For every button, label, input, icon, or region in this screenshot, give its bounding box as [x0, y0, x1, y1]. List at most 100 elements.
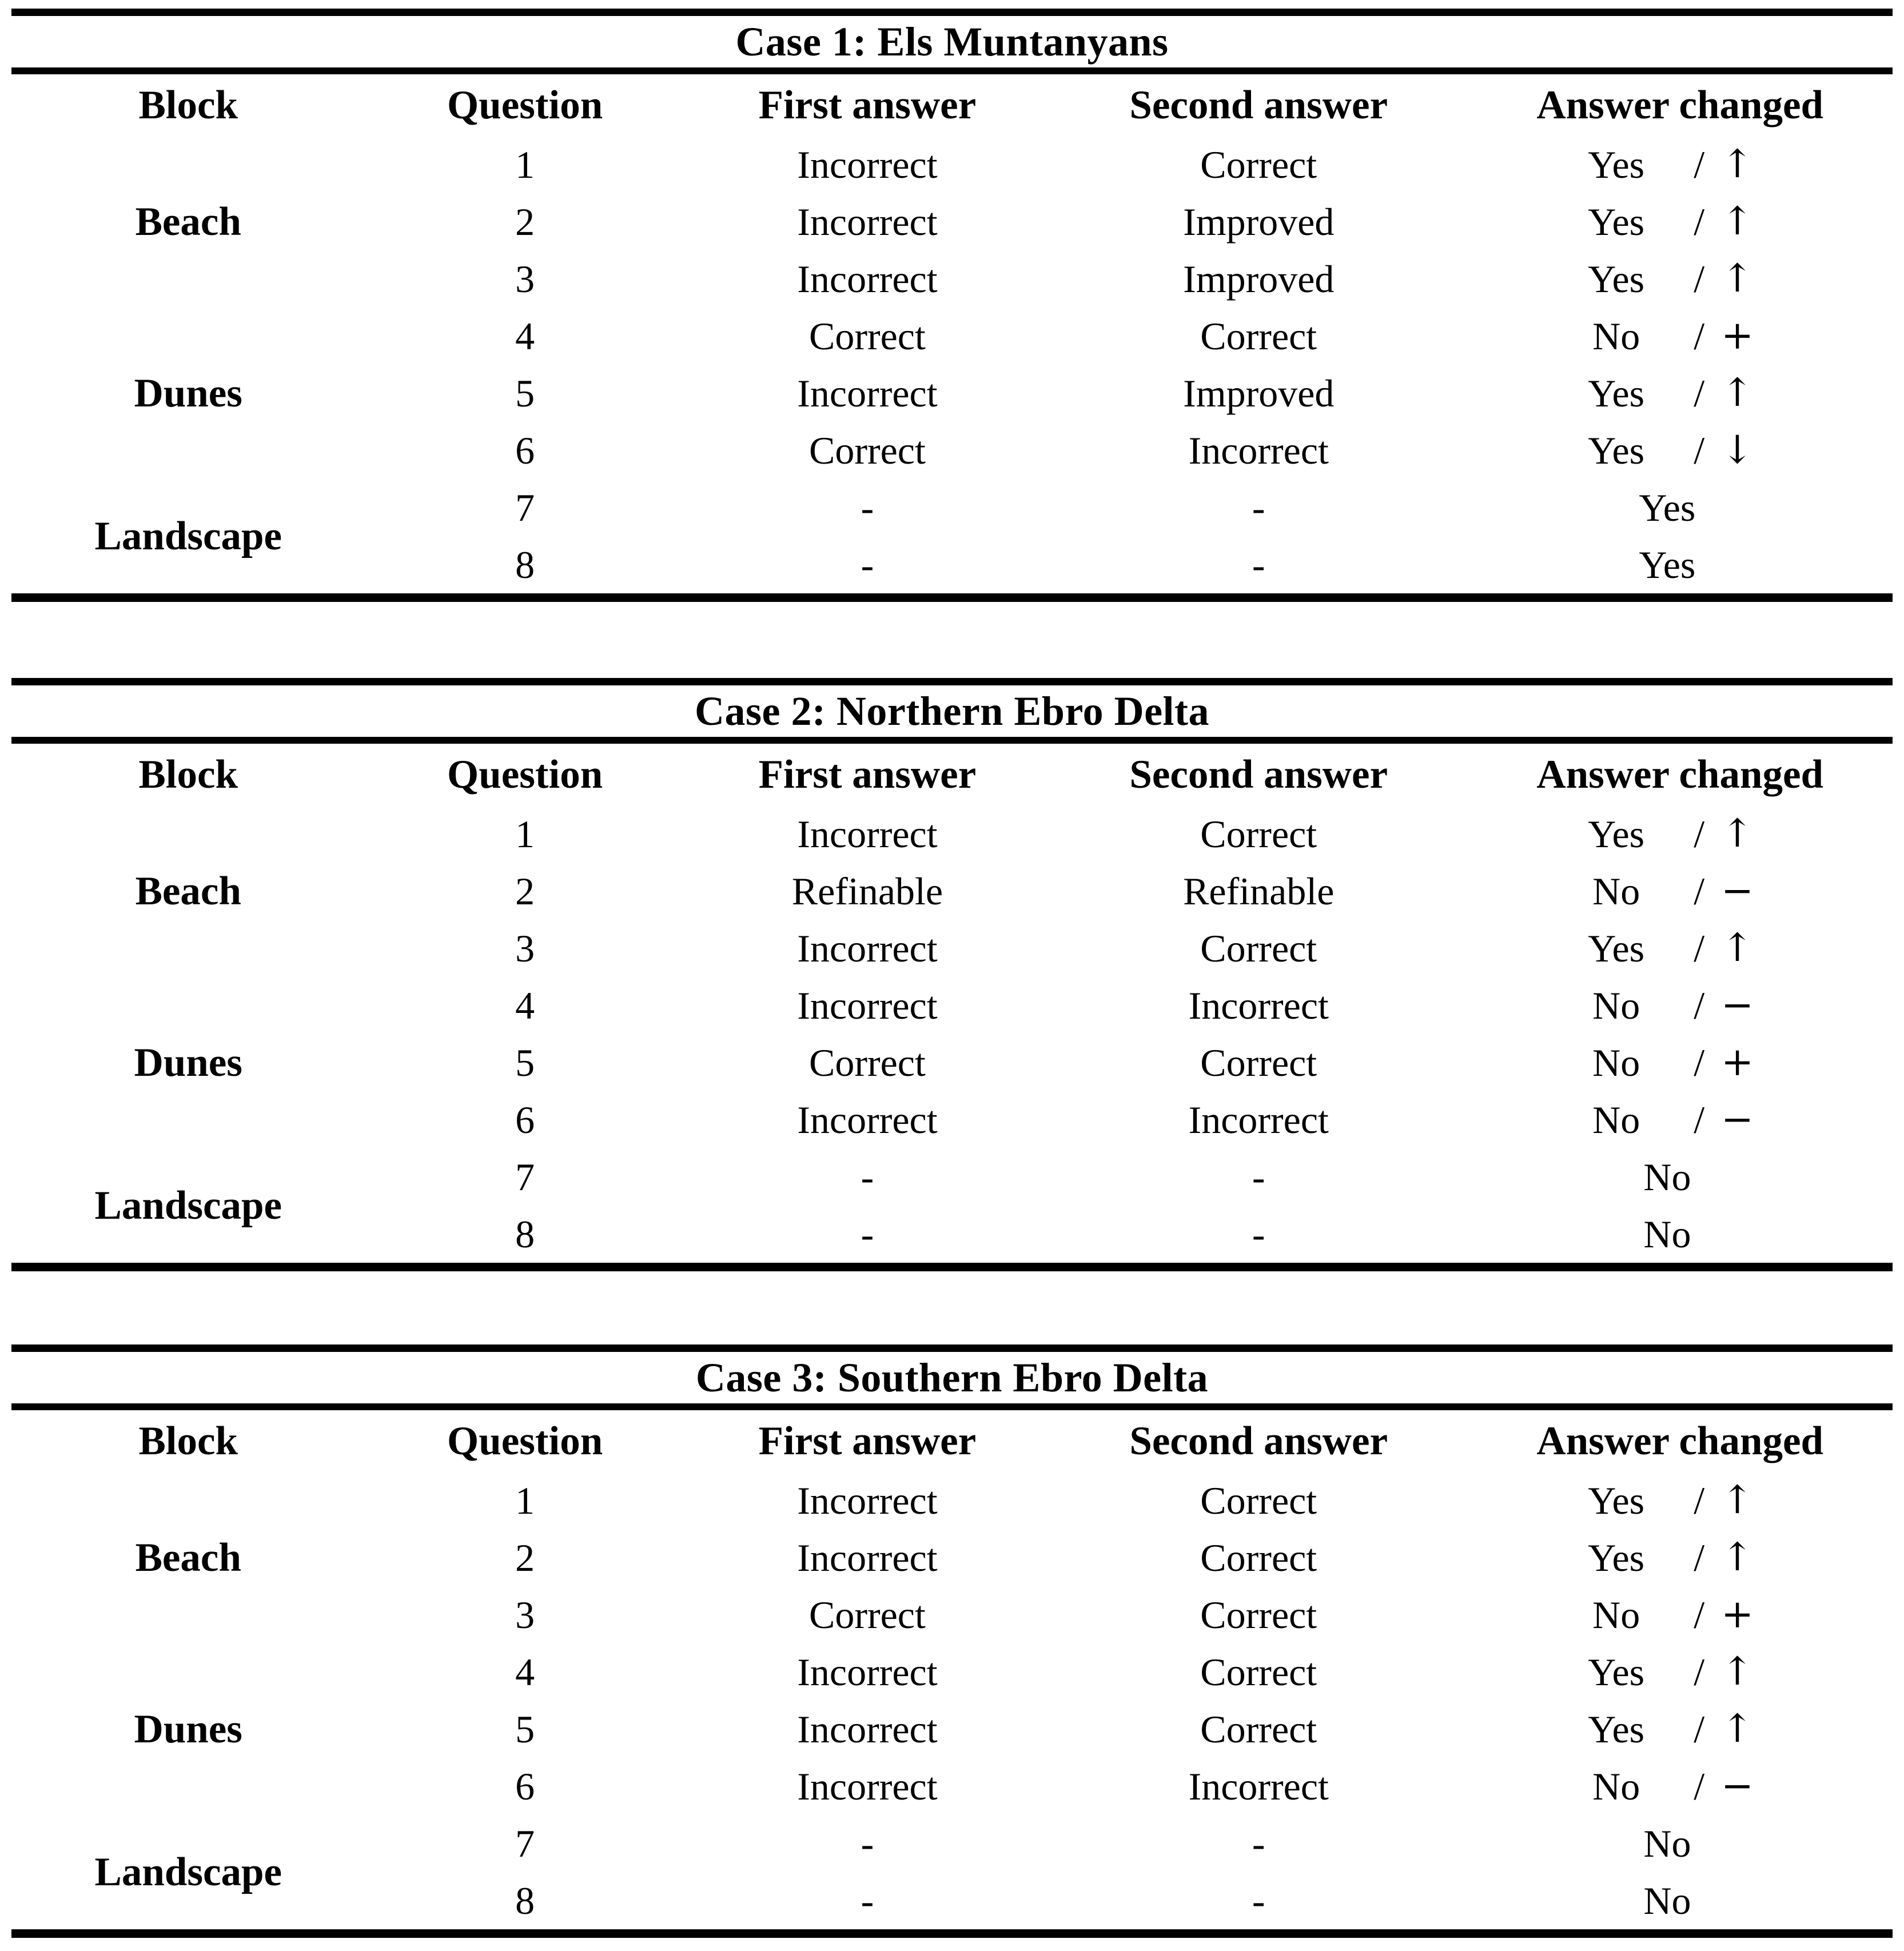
- question-cell: 7: [515, 486, 535, 529]
- question-cell: 3: [515, 1593, 535, 1637]
- first-answer-cell: Incorrect: [797, 812, 938, 856]
- first-answer-cell: Incorrect: [797, 1098, 938, 1142]
- changed-value: Yes: [1588, 812, 1645, 856]
- answer-changed-cell: Yes / ↑: [1467, 1529, 1893, 1586]
- answer-changed-cell: No / −: [1467, 1758, 1893, 1815]
- col-header-second-answer: Second answer: [1129, 752, 1388, 797]
- slash-separator: /: [1694, 927, 1705, 970]
- changed-value: No: [1643, 1212, 1691, 1256]
- second-answer-cell: Correct: [1200, 1707, 1317, 1751]
- up-arrow-symbol: ↑: [1721, 370, 1754, 416]
- second-answer-cell: Improved: [1183, 372, 1335, 415]
- first-answer-cell: Incorrect: [797, 143, 938, 186]
- col-header-second-answer: Second answer: [1129, 82, 1388, 127]
- question-cell: 7: [515, 1822, 535, 1865]
- first-answer-cell: Incorrect: [797, 1765, 938, 1808]
- col-header-question: Question: [447, 1418, 603, 1463]
- changed-value: No: [1592, 984, 1640, 1027]
- slash-separator: /: [1694, 1479, 1705, 1522]
- changed-value: No: [1592, 869, 1640, 913]
- title-divider-rule: [11, 1403, 1893, 1410]
- col-header-block: Block: [138, 82, 238, 127]
- answer-changed-cell: No: [1467, 1206, 1893, 1263]
- plus-symbol: +: [1721, 1592, 1754, 1637]
- first-answer-cell: -: [861, 486, 874, 529]
- second-answer-cell: Improved: [1183, 257, 1335, 301]
- question-cell: 3: [515, 927, 535, 970]
- question-cell: 2: [515, 869, 535, 913]
- changed-value: Yes: [1588, 1707, 1645, 1751]
- first-answer-cell: -: [861, 1155, 874, 1199]
- answer-changed-cell: No / −: [1467, 977, 1893, 1034]
- changed-value: Yes: [1588, 200, 1645, 244]
- block-label-landscape: Landscape: [94, 1183, 282, 1228]
- question-cell: 2: [515, 1536, 535, 1579]
- answer-changed-cell: Yes: [1467, 536, 1893, 593]
- slash-separator: /: [1694, 257, 1705, 301]
- answer-changed-cell: No: [1467, 1872, 1893, 1929]
- question-cell: 8: [515, 1212, 535, 1256]
- answer-changed-cell: No / −: [1467, 1091, 1893, 1148]
- first-answer-cell: Incorrect: [797, 200, 938, 244]
- second-answer-cell: Correct: [1200, 1041, 1317, 1084]
- up-arrow-symbol: ↑: [1721, 199, 1754, 244]
- changed-value: No: [1592, 1098, 1640, 1142]
- question-cell: 6: [515, 1098, 535, 1142]
- table-bottom-rule: [11, 1263, 1893, 1271]
- question-cell: 4: [515, 984, 535, 1027]
- first-answer-cell: Incorrect: [797, 1650, 938, 1694]
- changed-value: No: [1643, 1822, 1691, 1865]
- up-arrow-symbol: ↑: [1721, 142, 1754, 187]
- question-cell: 3: [515, 257, 535, 301]
- question-cell: 2: [515, 200, 535, 244]
- slash-separator: /: [1694, 372, 1705, 415]
- answer-changed-cell: Yes / ↑: [1467, 365, 1893, 422]
- answer-changed-cell: Yes / ↓: [1467, 422, 1893, 479]
- answer-changed-cell: No / +: [1467, 1586, 1893, 1643]
- answer-changed-cell: Yes / ↑: [1467, 136, 1893, 193]
- changed-value: Yes: [1639, 543, 1696, 587]
- first-answer-cell: Correct: [808, 314, 926, 358]
- second-answer-cell: -: [1252, 1212, 1265, 1256]
- first-answer-cell: Correct: [808, 1041, 926, 1084]
- second-answer-cell: Incorrect: [1188, 1765, 1329, 1808]
- up-arrow-symbol: ↑: [1721, 1478, 1754, 1523]
- block-label-beach: Beach: [135, 199, 241, 244]
- up-arrow-symbol: ↑: [1721, 256, 1754, 301]
- second-answer-cell: Improved: [1183, 200, 1335, 244]
- slash-separator: /: [1694, 1650, 1705, 1694]
- slash-separator: /: [1694, 314, 1705, 358]
- case-3-table: Case 3: Southern Ebro Delta Block Questi…: [11, 1344, 1893, 1938]
- slash-separator: /: [1694, 1098, 1705, 1142]
- col-header-question: Question: [447, 752, 603, 797]
- col-header-question: Question: [447, 82, 603, 127]
- question-cell: 5: [515, 372, 535, 415]
- second-answer-cell: -: [1252, 1879, 1265, 1922]
- first-answer-cell: Correct: [808, 429, 926, 472]
- slash-separator: /: [1694, 869, 1705, 913]
- plus-symbol: +: [1721, 1040, 1754, 1085]
- slash-separator: /: [1694, 143, 1705, 186]
- question-cell: 6: [515, 429, 535, 472]
- first-answer-cell: Incorrect: [797, 984, 938, 1027]
- answer-changed-cell: Yes / ↑: [1467, 920, 1893, 977]
- minus-symbol: −: [1721, 868, 1754, 913]
- up-arrow-symbol: ↑: [1721, 925, 1754, 971]
- answer-changed-cell: No / +: [1467, 1034, 1893, 1091]
- minus-symbol: −: [1721, 983, 1754, 1028]
- col-header-first-answer: First answer: [758, 82, 977, 127]
- plus-symbol: +: [1721, 313, 1754, 358]
- first-answer-cell: Incorrect: [797, 927, 938, 970]
- up-arrow-symbol: ↑: [1721, 1535, 1754, 1580]
- table-grid: Block Question First answer Second answe…: [11, 74, 1893, 593]
- down-arrow-symbol: ↓: [1721, 428, 1754, 473]
- second-answer-cell: Correct: [1200, 1536, 1317, 1579]
- second-answer-cell: Correct: [1200, 812, 1317, 856]
- slash-separator: /: [1694, 984, 1705, 1027]
- table-title: Case 1: Els Muntanyans: [735, 18, 1169, 65]
- question-cell: 8: [515, 543, 535, 587]
- answer-changed-cell: Yes / ↑: [1467, 805, 1893, 863]
- question-cell: 6: [515, 1765, 535, 1808]
- col-header-block: Block: [138, 752, 238, 797]
- slash-separator: /: [1694, 1593, 1705, 1637]
